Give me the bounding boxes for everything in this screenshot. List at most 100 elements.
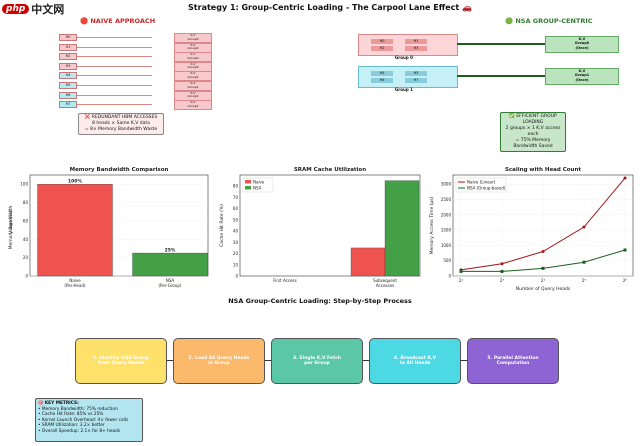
chart-title: Scaling with Head Count <box>505 167 581 173</box>
head-box: H4 <box>59 72 77 80</box>
nsa-title: 🟢 NSA GROUP-CENTRIC <box>505 17 593 25</box>
arrow-line <box>457 75 545 77</box>
y-tick-label: 40 <box>233 229 239 234</box>
arrow-line <box>77 37 152 38</box>
legend-swatch <box>245 180 251 184</box>
bar <box>350 247 386 277</box>
y-axis-label-line: Usage (%) <box>8 211 14 234</box>
kv-box: K,V Group1 <box>174 90 212 101</box>
metric-line: • Overall Speedup: 2.1× for 8+ heads <box>38 428 121 434</box>
metric-line: • SRAM Utilization: 3.2× better <box>38 423 105 428</box>
y-tick-label: 2000 <box>441 212 452 217</box>
arrow-line <box>77 94 152 96</box>
data-label: 25% <box>165 248 176 254</box>
head-box: H2 <box>59 53 77 61</box>
y-tick-label: 500 <box>443 258 451 263</box>
kv-box: K,V Group0 <box>174 52 212 63</box>
bar <box>132 252 208 277</box>
y-tick-label: 1500 <box>441 228 452 233</box>
data-point <box>582 260 586 264</box>
head-box: H0 <box>371 39 393 44</box>
legend-label: NSA (Group-based) <box>467 186 506 191</box>
data-point <box>623 176 627 180</box>
x-tick-label: 2⁴ <box>541 278 546 283</box>
y-tick-label: 20 <box>233 251 239 256</box>
arrow-line <box>77 75 152 77</box>
y-axis-label: Cache Hit Rate (%) <box>219 204 225 247</box>
head-box: H1 <box>405 39 427 44</box>
kv-box: K,V Group0 (Once) <box>545 36 619 53</box>
naive-row: H4 K,V Group1 <box>56 71 216 82</box>
x-axis-label: Number of Query Heads <box>516 286 571 292</box>
kv-box: K,V Group0 <box>174 61 212 72</box>
kv-box: K,V Group1 (Once) <box>545 68 619 85</box>
x-tick-label: (Per-Head) <box>64 283 86 288</box>
y-tick-label: 70 <box>233 195 239 200</box>
process-step: 4. Broadcast K,V to All Heads <box>369 338 461 384</box>
y-tick-label: 60 <box>23 218 29 223</box>
y-tick-label: 0 <box>448 274 451 279</box>
y-tick-label: 3000 <box>441 182 452 187</box>
kv-box: K,V Group1 <box>174 81 212 91</box>
group-box: H4 H5 H6 H7 <box>358 66 458 88</box>
naive-row: H5 K,V Group1 <box>56 81 216 91</box>
metric-line: • Memory Bandwidth: 75% reduction <box>38 406 118 412</box>
naive-row: H6 K,V Group1 <box>56 90 216 101</box>
chart-title: SRAM Cache Utilization <box>294 167 366 173</box>
logo-text: 中文网 <box>31 3 65 16</box>
y-tick-label: 1000 <box>441 243 452 248</box>
x-tick-label: Subsequent <box>373 278 397 283</box>
step-arrow <box>363 360 369 361</box>
y-tick-label: 2500 <box>441 197 452 202</box>
arrow-line <box>77 65 152 67</box>
y-tick-label: 50 <box>233 217 239 222</box>
naive-note: ❌ REDUNDANT HBM ACCESSES 8 heads × Same K… <box>78 113 164 135</box>
nsa-note: ✅ EFFICIENT GROUP LOADING 2 groups × 1 K,… <box>500 112 566 152</box>
kv-box: K,V Group1 <box>174 71 212 82</box>
data-label: 100% <box>68 179 82 185</box>
data-point <box>541 266 545 270</box>
step-arrow <box>461 360 467 361</box>
metric-line: • Cache Hit Rate: 85% vs 25% <box>38 412 104 417</box>
y-tick-label: 10 <box>233 262 239 267</box>
x-tick-label: 2² <box>459 278 464 283</box>
legend-label: Naive (Linear) <box>467 180 496 185</box>
group-box: H0 H1 H2 H3 <box>358 34 458 56</box>
group-label: Group 0 <box>395 55 413 60</box>
arrow-line <box>77 46 152 48</box>
scaling-chart: Scaling with Head Count 0 500 1000 1500 2000 2… <box>429 167 634 292</box>
x-tick-label: First Access <box>273 278 296 283</box>
arrow-line <box>457 43 545 45</box>
head-box: H6 <box>59 91 77 99</box>
kv-box: K,V Group0 <box>174 33 212 43</box>
kv-box: K,V Group1 <box>174 100 212 111</box>
head-box: H0 <box>59 34 77 41</box>
x-tick-label: 2³ <box>500 278 505 283</box>
group-label: Group 1 <box>395 87 413 92</box>
head-box: H7 <box>405 78 427 83</box>
head-box: H5 <box>59 82 77 89</box>
process-step: 1. Identify GQA Group from Query Heads <box>75 338 167 384</box>
nsa-groups: H0 H1 H2 H3 Group 0 K,V Group0 (Once) H4 H5 H6 H7 Gr… <box>355 34 620 94</box>
process-step: 3. Single K,V Fetch per Group <box>271 338 363 384</box>
head-box: H7 <box>59 101 77 109</box>
process-step: 2. Load All Query Heads in Group <box>173 338 265 384</box>
naive-row: H1 K,V Group0 <box>56 42 216 53</box>
x-tick-label: Naive <box>69 278 81 283</box>
y-tick-label: 0 <box>235 274 238 279</box>
process-title: NSA Group-Centric Loading: Step-by-Step … <box>228 297 412 305</box>
y-axis-label-line: Memory Bandwidth <box>8 206 14 250</box>
data-point <box>500 269 504 273</box>
y-axis-label: Memory BandwidthUsage (%) <box>8 206 14 250</box>
y-axis-label: Memory Access Time (μs) <box>429 196 435 254</box>
bar <box>37 184 113 277</box>
metric-line: • Kernel Launch Overhead: 4× fewer calls <box>38 417 129 423</box>
head-box: H2 <box>371 46 393 51</box>
bandwidth-chart: Memory Bandwidth Comparison 0 20 40 60 80 100 1… <box>8 167 209 288</box>
step-arrow <box>265 360 271 361</box>
naive-row: H2 K,V Group0 <box>56 52 216 63</box>
bar <box>384 180 420 277</box>
arrow-line <box>77 56 152 58</box>
legend-swatch <box>245 186 251 190</box>
